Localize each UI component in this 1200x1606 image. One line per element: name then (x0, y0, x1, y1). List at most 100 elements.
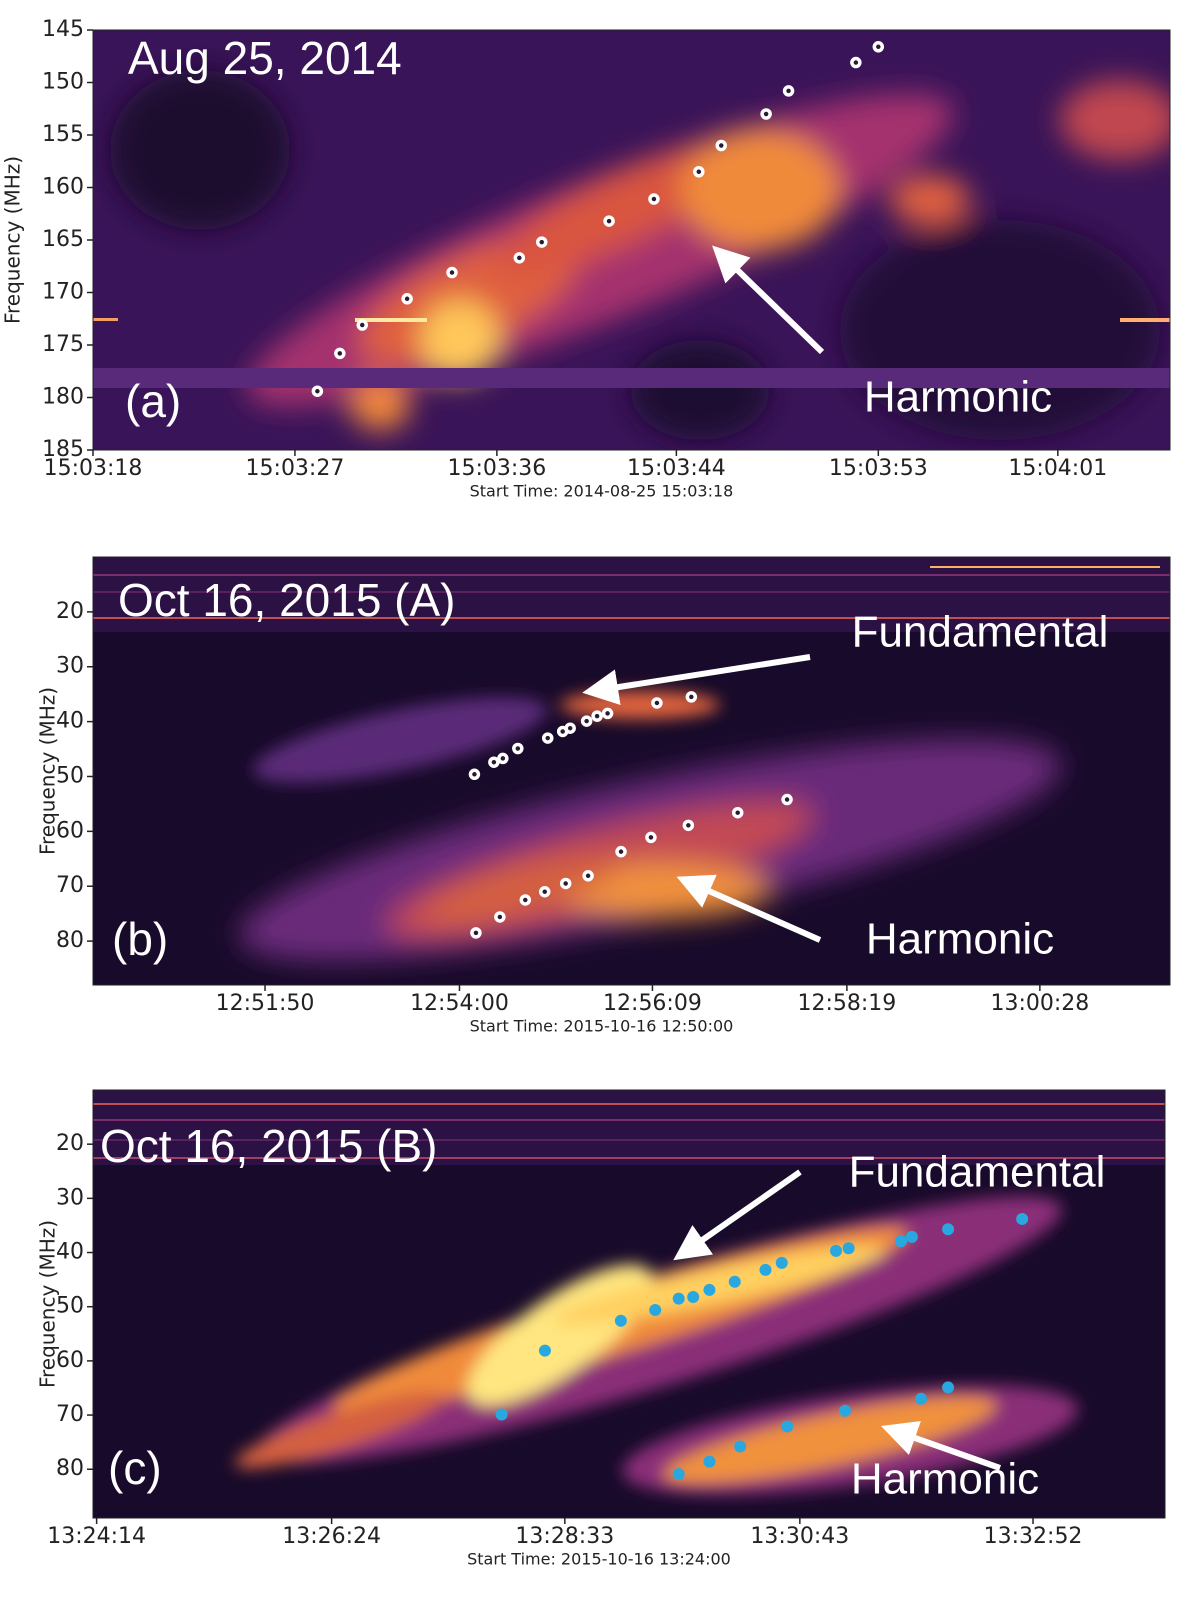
y-tick-label: 40 (56, 709, 84, 734)
x-tick-label: 13:28:33 (515, 1524, 614, 1549)
data-point (582, 870, 594, 882)
x-tick-label: 15:04:01 (1008, 456, 1107, 481)
data-point (497, 752, 509, 765)
x-tick-label: 13:24:14 (47, 1524, 146, 1549)
data-point (905, 1230, 918, 1243)
y-tick-label: 20 (56, 1131, 84, 1156)
y-tick-label: 165 (42, 227, 84, 252)
data-point (541, 732, 554, 744)
data-point (839, 1404, 852, 1417)
y-tick-label: 155 (42, 122, 84, 147)
data-point (645, 831, 657, 844)
x-tick-label: 13:30:43 (750, 1524, 849, 1549)
x-axis-label: Start Time: 2015-10-16 12:50:00 (470, 1017, 734, 1036)
data-point (760, 108, 772, 120)
y-tick-label: 60 (56, 818, 84, 843)
y-tick-label: 50 (56, 1294, 84, 1319)
y-tick-label: 40 (56, 1240, 84, 1265)
y-axis-label: Frequency (MHz) (36, 687, 60, 855)
y-tick-label: 60 (56, 1348, 84, 1373)
data-point (703, 1283, 716, 1296)
annotation: Harmonic (866, 915, 1054, 964)
plot-frame (92, 1089, 1166, 1519)
y-tick-label: 160 (42, 175, 84, 200)
data-point (559, 877, 572, 890)
y-tick-label: 80 (56, 928, 84, 953)
data-point (446, 266, 458, 279)
data-point (648, 193, 660, 205)
y-axis-label: Frequency (MHz) (1, 156, 25, 324)
data-point (538, 1344, 551, 1357)
x-axis-label: Start Time: 2015-10-16 13:24:00 (467, 1550, 731, 1569)
x-tick-label: 15:03:27 (246, 456, 345, 481)
plot-frame (92, 556, 1171, 986)
data-point (591, 710, 603, 722)
data-point (842, 1242, 855, 1255)
annotation: Fundamental (849, 1148, 1106, 1197)
data-point (781, 1420, 794, 1433)
spectrogram-a (93, 30, 1170, 450)
x-tick-label: 15:03:53 (829, 456, 928, 481)
data-point (942, 1381, 955, 1394)
data-point (829, 1244, 842, 1257)
data-point (693, 166, 705, 178)
x-tick-label: 13:00:28 (990, 991, 1089, 1016)
y-tick-label: 170 (42, 280, 84, 305)
spectrogram-b (93, 557, 1170, 985)
data-point (942, 1223, 955, 1236)
data-point (682, 819, 695, 832)
data-point (703, 1455, 716, 1468)
data-point (731, 806, 744, 819)
y-tick-label: 80 (56, 1456, 84, 1481)
data-point (536, 236, 548, 248)
data-point (488, 756, 500, 768)
data-point (311, 385, 324, 397)
panel-title: Aug 25, 2014 (128, 32, 402, 84)
data-point (734, 1440, 747, 1453)
panel-label: (c) (108, 1442, 162, 1494)
x-tick-label: 15:03:36 (447, 456, 546, 481)
y-tick-label: 175 (42, 332, 84, 357)
y-tick-label: 180 (42, 385, 84, 410)
annotation: Harmonic (864, 373, 1052, 422)
x-tick-label: 15:03:44 (627, 456, 726, 481)
data-point (914, 1392, 927, 1405)
x-tick-label: 12:51:50 (216, 991, 315, 1016)
data-point (872, 41, 885, 53)
y-tick-label: 70 (56, 873, 84, 898)
x-tick-label: 12:56:09 (603, 991, 702, 1016)
data-point (715, 139, 727, 152)
data-point (334, 347, 346, 360)
x-tick-label: 12:54:00 (410, 991, 509, 1016)
y-tick-label: 185 (42, 437, 84, 462)
data-point (1016, 1212, 1029, 1225)
y-tick-label: 145 (42, 17, 84, 42)
data-point (672, 1468, 685, 1481)
x-tick-label: 12:58:19 (797, 991, 896, 1016)
data-point (781, 793, 793, 806)
data-point (470, 927, 482, 939)
data-point (782, 85, 795, 97)
x-axis-label: Start Time: 2014-08-25 15:03:18 (470, 482, 734, 501)
y-axis-label: Frequency (MHz) (36, 1220, 60, 1388)
data-point (356, 319, 368, 331)
x-tick-label: 13:32:52 (984, 1524, 1083, 1549)
x-tick-label: 15:03:18 (44, 456, 143, 481)
x-tick-label: 13:26:24 (282, 1524, 381, 1549)
y-tick-label: 30 (56, 654, 84, 679)
y-tick-label: 70 (56, 1402, 84, 1427)
data-point (651, 697, 663, 709)
annotation: Harmonic (851, 1455, 1039, 1504)
data-point (687, 1290, 700, 1303)
y-tick-label: 150 (42, 70, 84, 95)
data-point (759, 1263, 772, 1276)
data-point (512, 742, 524, 755)
data-point (519, 894, 532, 906)
data-point (672, 1292, 685, 1305)
data-point (495, 1408, 508, 1421)
data-point (601, 707, 614, 720)
data-point (513, 252, 526, 264)
y-tick-label: 30 (56, 1185, 84, 1210)
